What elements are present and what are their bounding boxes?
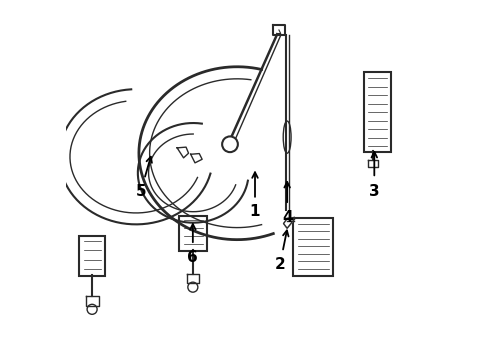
Circle shape [222, 136, 238, 152]
Polygon shape [284, 217, 294, 228]
Ellipse shape [283, 121, 291, 153]
Circle shape [87, 304, 97, 314]
Text: 5: 5 [135, 184, 146, 199]
Text: 1: 1 [250, 204, 260, 219]
Text: 6: 6 [188, 250, 198, 265]
FancyBboxPatch shape [364, 72, 392, 153]
FancyBboxPatch shape [179, 216, 207, 251]
Text: 2: 2 [274, 257, 285, 272]
Circle shape [188, 282, 198, 292]
FancyBboxPatch shape [79, 236, 105, 276]
FancyBboxPatch shape [293, 218, 333, 276]
Text: 3: 3 [369, 184, 380, 199]
Text: 4: 4 [282, 210, 293, 225]
